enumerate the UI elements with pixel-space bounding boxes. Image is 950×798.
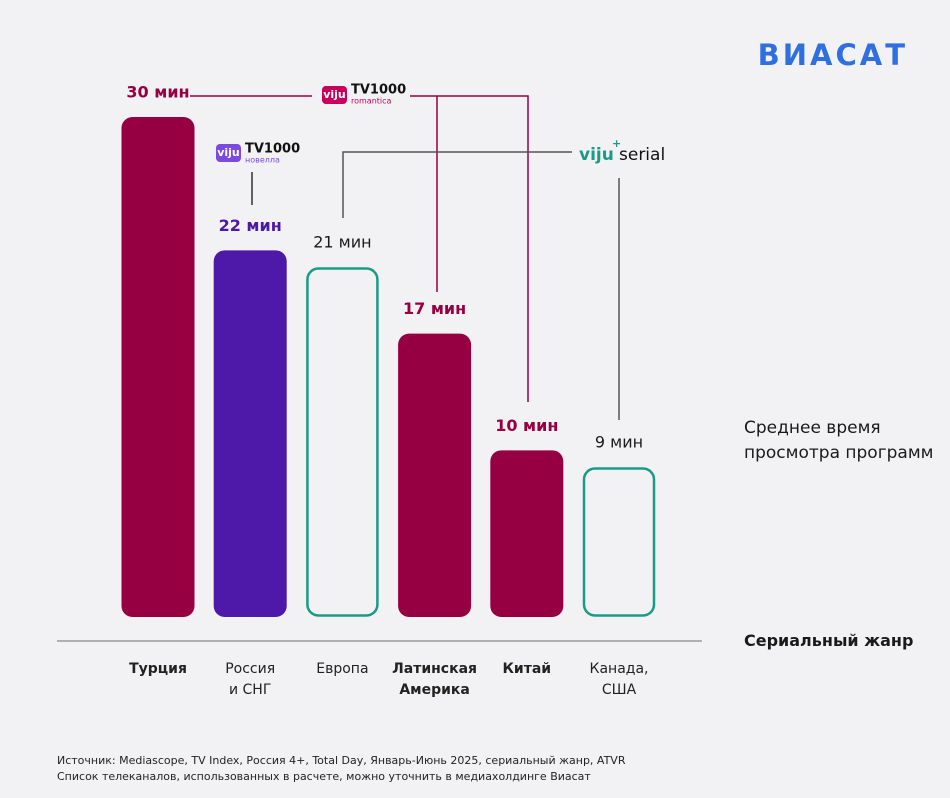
bar: [490, 450, 564, 617]
logo-text: viju: [323, 88, 346, 101]
bar: [121, 117, 195, 617]
category-label: Латинская Америка: [392, 661, 478, 698]
value-label: 17 мин: [403, 299, 466, 318]
bar: [213, 250, 287, 618]
category-axis-title: Сериальный жанр: [744, 631, 914, 650]
channel-name: TV1000: [351, 83, 406, 98]
brand-logo: ВИАСАТ: [758, 38, 908, 72]
logo-plus: +: [612, 137, 621, 150]
footnote: Список телеканалов, использованных в рас…: [57, 770, 591, 783]
logo-text: viju: [217, 146, 240, 159]
connector: [410, 95, 529, 402]
value-label: 21 мин: [313, 233, 371, 252]
category-label: Турция: [129, 661, 187, 677]
value-label: 22 мин: [219, 216, 282, 235]
logo-novella: viju TV1000 новелла: [216, 142, 300, 165]
channel-name: TV1000: [245, 142, 300, 157]
value-axis-title: Среднее время просмотра программ: [744, 418, 934, 463]
logo-text: viju: [579, 145, 614, 165]
logo-serial: viju + serial: [579, 137, 665, 165]
bar: [398, 333, 472, 617]
category-label: Канада, США: [589, 661, 649, 698]
footnote: Источник: Mediascope, TV Index, Россия 4…: [57, 754, 626, 767]
value-label: 10 мин: [495, 416, 558, 435]
logo-badge: [322, 86, 347, 104]
bar: [582, 467, 656, 617]
bar: [306, 267, 379, 617]
value-label: 30 мин: [126, 83, 189, 102]
category-label: Китай: [502, 661, 552, 677]
connectors: [190, 95, 620, 420]
connector: [342, 151, 572, 218]
channel-sub: новелла: [245, 156, 280, 165]
value-label: 9 мин: [595, 433, 643, 452]
category-label: Россия и СНГ: [225, 661, 276, 698]
category-label: Европа: [316, 661, 369, 677]
logo-romantica: viju TV1000 romantica: [322, 83, 406, 106]
logo-badge: [216, 144, 241, 162]
channel-name: serial: [619, 145, 665, 165]
channel-sub: romantica: [351, 97, 392, 106]
